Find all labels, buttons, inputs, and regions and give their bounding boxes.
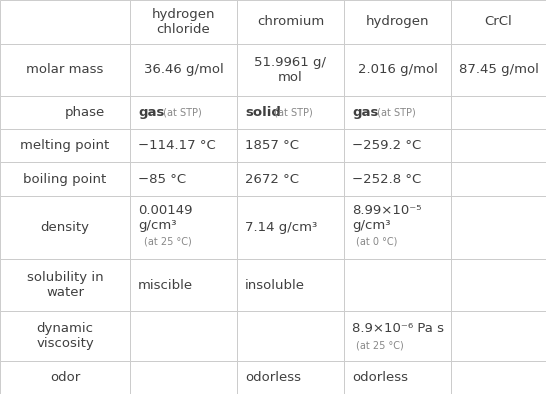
Bar — [344, 162, 451, 196]
Bar — [451, 44, 546, 95]
Bar — [344, 44, 451, 95]
Text: (at 25 °C): (at 25 °C) — [144, 237, 192, 247]
Bar — [0, 95, 130, 129]
Text: (at 0 °C): (at 0 °C) — [356, 237, 397, 247]
Bar — [0, 196, 130, 260]
Text: 51.9961 g/
mol: 51.9961 g/ mol — [254, 56, 327, 84]
Text: insoluble: insoluble — [245, 279, 305, 292]
Text: (at STP): (at STP) — [374, 107, 416, 117]
Text: hydrogen: hydrogen — [366, 15, 429, 28]
Text: 2672 °C: 2672 °C — [245, 173, 299, 186]
Bar — [344, 361, 451, 394]
Bar — [237, 44, 344, 95]
Text: chromium: chromium — [257, 15, 324, 28]
Bar — [0, 361, 130, 394]
Bar — [451, 196, 546, 260]
Bar — [130, 260, 237, 311]
Bar — [344, 0, 451, 44]
Bar — [344, 260, 451, 311]
Bar — [237, 196, 344, 260]
Bar — [130, 0, 237, 44]
Text: (at STP): (at STP) — [271, 107, 313, 117]
Text: melting point: melting point — [20, 139, 110, 152]
Text: odorless: odorless — [245, 371, 301, 384]
Bar — [237, 361, 344, 394]
Bar — [0, 44, 130, 95]
Bar — [451, 0, 546, 44]
Bar — [237, 260, 344, 311]
Bar — [0, 311, 130, 361]
Text: solid: solid — [245, 106, 281, 119]
Text: −114.17 °C: −114.17 °C — [138, 139, 216, 152]
Bar — [130, 311, 237, 361]
Bar — [130, 129, 237, 162]
Bar — [344, 95, 451, 129]
Bar — [237, 0, 344, 44]
Text: density: density — [40, 221, 90, 234]
Bar — [0, 129, 130, 162]
Bar — [0, 260, 130, 311]
Bar — [130, 361, 237, 394]
Text: −85 °C: −85 °C — [138, 173, 186, 186]
Text: miscible: miscible — [138, 279, 193, 292]
Text: phase: phase — [65, 106, 105, 119]
Text: gas: gas — [352, 106, 378, 119]
Bar — [130, 44, 237, 95]
Bar — [130, 95, 237, 129]
Text: molar mass: molar mass — [26, 63, 104, 76]
Bar — [451, 129, 546, 162]
Text: 36.46 g/mol: 36.46 g/mol — [144, 63, 223, 76]
Text: odorless: odorless — [352, 371, 408, 384]
Text: gas: gas — [138, 106, 164, 119]
Bar — [344, 129, 451, 162]
Bar — [0, 162, 130, 196]
Text: (at 25 °C): (at 25 °C) — [356, 341, 403, 351]
Text: 0.00149
g/cm³: 0.00149 g/cm³ — [138, 204, 193, 232]
Text: odor: odor — [50, 371, 80, 384]
Text: boiling point: boiling point — [23, 173, 106, 186]
Bar — [344, 196, 451, 260]
Text: hydrogen
chloride: hydrogen chloride — [152, 8, 215, 36]
Bar — [451, 95, 546, 129]
Text: −259.2 °C: −259.2 °C — [352, 139, 422, 152]
Text: 8.9×10⁻⁶ Pa s: 8.9×10⁻⁶ Pa s — [352, 322, 444, 335]
Bar — [237, 162, 344, 196]
Text: solubility in
water: solubility in water — [27, 271, 103, 299]
Bar — [451, 311, 546, 361]
Bar — [237, 311, 344, 361]
Text: 8.99×10⁻⁵
g/cm³: 8.99×10⁻⁵ g/cm³ — [352, 204, 422, 232]
Text: 1857 °C: 1857 °C — [245, 139, 299, 152]
Text: 2.016 g/mol: 2.016 g/mol — [358, 63, 437, 76]
Bar — [451, 361, 546, 394]
Bar — [237, 129, 344, 162]
Text: CrCl: CrCl — [485, 15, 512, 28]
Bar — [130, 162, 237, 196]
Bar — [451, 260, 546, 311]
Text: 87.45 g/mol: 87.45 g/mol — [459, 63, 538, 76]
Text: (at STP): (at STP) — [160, 107, 202, 117]
Bar — [451, 162, 546, 196]
Text: −252.8 °C: −252.8 °C — [352, 173, 422, 186]
Text: 7.14 g/cm³: 7.14 g/cm³ — [245, 221, 317, 234]
Bar — [237, 95, 344, 129]
Bar — [130, 196, 237, 260]
Text: dynamic
viscosity: dynamic viscosity — [36, 322, 94, 350]
Bar — [0, 0, 130, 44]
Bar — [344, 311, 451, 361]
